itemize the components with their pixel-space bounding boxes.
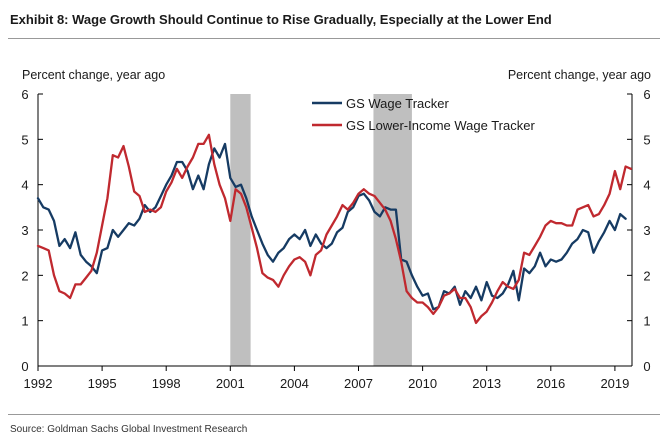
- x-tick-label: 1992: [24, 376, 53, 391]
- y-axis-label-right: Percent change, year ago: [508, 68, 651, 82]
- x-tick-label: 2004: [280, 376, 309, 391]
- legend-label-wage-tracker: GS Wage Tracker: [346, 96, 449, 111]
- y-tick-label-left: 5: [21, 132, 28, 147]
- y-tick-label-left: 1: [21, 314, 28, 329]
- x-tick-label: 2007: [344, 376, 373, 391]
- y-tick-label-right: 2: [643, 268, 650, 283]
- series-line-wage-tracker: [36, 142, 627, 311]
- y-tick-label-right: 0: [643, 359, 650, 374]
- y-tick-label-right: 4: [643, 178, 650, 193]
- title-divider: [8, 38, 660, 39]
- series-line-lower-income: [36, 133, 633, 325]
- y-tick-label-left: 0: [21, 359, 28, 374]
- x-tick-label: 1998: [152, 376, 181, 391]
- y-tick-label-right: 6: [643, 87, 650, 102]
- legend: GS Wage Tracker GS Lower-Income Wage Tra…: [312, 96, 535, 133]
- chart-series: [36, 133, 633, 325]
- x-tick-label: 2019: [600, 376, 629, 391]
- chart-axes: 0 0 1 1 2 2 3 3 4 4 5 5 6 6 1992 1995 1998 2001 2004 2007 20…: [21, 87, 650, 391]
- y-tick-label-left: 4: [21, 178, 28, 193]
- chart-title: Exhibit 8: Wage Growth Should Continue t…: [10, 12, 552, 27]
- x-tick-label: 2010: [408, 376, 437, 391]
- source-divider: [8, 414, 660, 415]
- x-tick-label: 2001: [216, 376, 245, 391]
- source-note: Source: Goldman Sachs Global Investment …: [10, 424, 248, 435]
- x-tick-label: 1995: [88, 376, 117, 391]
- y-tick-label-right: 5: [643, 132, 650, 147]
- y-tick-label-right: 1: [643, 314, 650, 329]
- y-axis-label-left: Percent change, year ago: [22, 68, 165, 82]
- legend-label-lower-income: GS Lower-Income Wage Tracker: [346, 118, 535, 133]
- x-tick-label: 2016: [536, 376, 565, 391]
- y-tick-label-left: 2: [21, 268, 28, 283]
- y-tick-label-left: 6: [21, 87, 28, 102]
- recession-band-1: [230, 94, 251, 366]
- y-tick-label-left: 3: [21, 223, 28, 238]
- y-tick-label-right: 3: [643, 223, 650, 238]
- x-tick-label: 2013: [472, 376, 501, 391]
